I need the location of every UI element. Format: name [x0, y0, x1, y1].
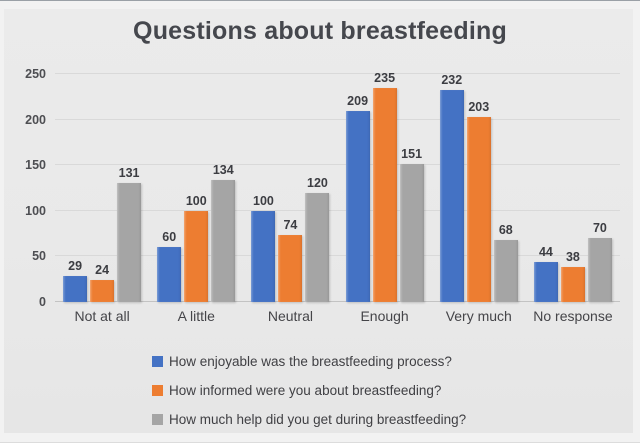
legend-swatch-icon: [152, 413, 163, 425]
legend-label: How informed were you about breastfeedin…: [169, 382, 442, 398]
bar[interactable]: 134: [211, 163, 236, 302]
bar-value-label: 24: [95, 263, 110, 278]
y-tick-label: 250: [25, 67, 46, 81]
bar[interactable]: 151: [399, 147, 424, 302]
x-category-label: Not at all: [74, 308, 130, 324]
legend-swatch-icon: [152, 384, 163, 396]
bar-value-label: 38: [565, 250, 580, 265]
bar-value-label: 74: [283, 217, 298, 232]
bar[interactable]: 38: [560, 250, 585, 302]
category-group: 44 38 70: [526, 74, 620, 302]
bar-value-label: 120: [306, 175, 328, 190]
bar[interactable]: 70: [587, 221, 612, 302]
y-tick-label: 100: [25, 203, 46, 218]
legend-label: How enjoyable was the breastfeeding proc…: [169, 353, 452, 369]
x-category-label: Very much: [445, 308, 512, 324]
x-category-label: Neutral: [267, 308, 313, 324]
y-tick-label: 150: [25, 158, 46, 173]
category-group: 232 203 68: [432, 73, 526, 302]
gridline: [55, 255, 620, 257]
y-tick-label: 50: [32, 249, 46, 264]
bar[interactable]: 74: [278, 218, 303, 302]
bar-value-label: 232: [441, 73, 463, 88]
category-group: 100 74 120: [243, 74, 337, 302]
bar[interactable]: 24: [90, 263, 115, 302]
bar-value-label: 151: [401, 147, 423, 162]
chart-title: Questions about breastfeeding: [133, 17, 507, 45]
bar-value-label: 68: [498, 222, 513, 237]
y-axis: 0 50 100 150 200 250: [0, 67, 48, 309]
bar-value-label: 29: [68, 258, 83, 273]
gridline: [55, 118, 620, 120]
bar[interactable]: 44: [533, 245, 558, 302]
y-tick-label: 200: [25, 112, 46, 127]
bar[interactable]: 29: [63, 259, 88, 302]
bar[interactable]: 100: [251, 194, 276, 302]
bar[interactable]: 100: [184, 194, 209, 302]
gridline: [55, 164, 620, 166]
bar[interactable]: 60: [157, 230, 182, 302]
legend-label: How much help did you get during breastf…: [169, 411, 467, 427]
gridline: [55, 209, 620, 211]
gridline: [55, 73, 620, 74]
bar-value-label: 235: [374, 70, 396, 85]
bar-value-label: 203: [468, 99, 490, 114]
x-category-label: Enough: [360, 308, 409, 324]
bar[interactable]: 203: [466, 100, 491, 302]
bar-value-label: 131: [118, 165, 140, 180]
x-axis-line: [55, 301, 620, 302]
x-axis: Not at all A little Neutral Enough Very much…: [55, 308, 620, 324]
bar[interactable]: 131: [117, 166, 142, 302]
legend-item[interactable]: How informed were you about breastfeedin…: [152, 379, 466, 401]
bar-value-label: 44: [538, 244, 553, 259]
bar[interactable]: 235: [372, 71, 397, 302]
legend-swatch-icon: [152, 355, 163, 367]
category-group: 29 24 131: [55, 74, 149, 302]
legend-item[interactable]: How much help did you get during breastf…: [152, 408, 466, 430]
legend: How enjoyable was the breastfeeding proc…: [152, 350, 466, 437]
x-category-label: No response: [533, 308, 613, 324]
bar[interactable]: 68: [493, 223, 518, 302]
plot-area: 29 24 131 60 100 134 100 74 120 209 235 151 232 203 68…: [55, 71, 620, 302]
bar-value-label: 209: [347, 94, 369, 109]
bar-value-label: 100: [185, 193, 207, 208]
bar-value-label: 60: [162, 230, 177, 245]
bar-value-label: 100: [252, 193, 274, 208]
y-tick-label: 0: [39, 295, 46, 309]
x-category-label: A little: [177, 308, 215, 324]
bar[interactable]: 232: [439, 73, 464, 302]
category-group: 209 235 151: [338, 71, 432, 302]
bar-value-label: 134: [212, 162, 234, 177]
bar-value-label: 70: [592, 221, 607, 236]
category-group: 60 100 134: [149, 74, 243, 302]
legend-item[interactable]: How enjoyable was the breastfeeding proc…: [152, 350, 466, 372]
bar[interactable]: 209: [345, 94, 370, 302]
bar[interactable]: 120: [305, 176, 330, 302]
